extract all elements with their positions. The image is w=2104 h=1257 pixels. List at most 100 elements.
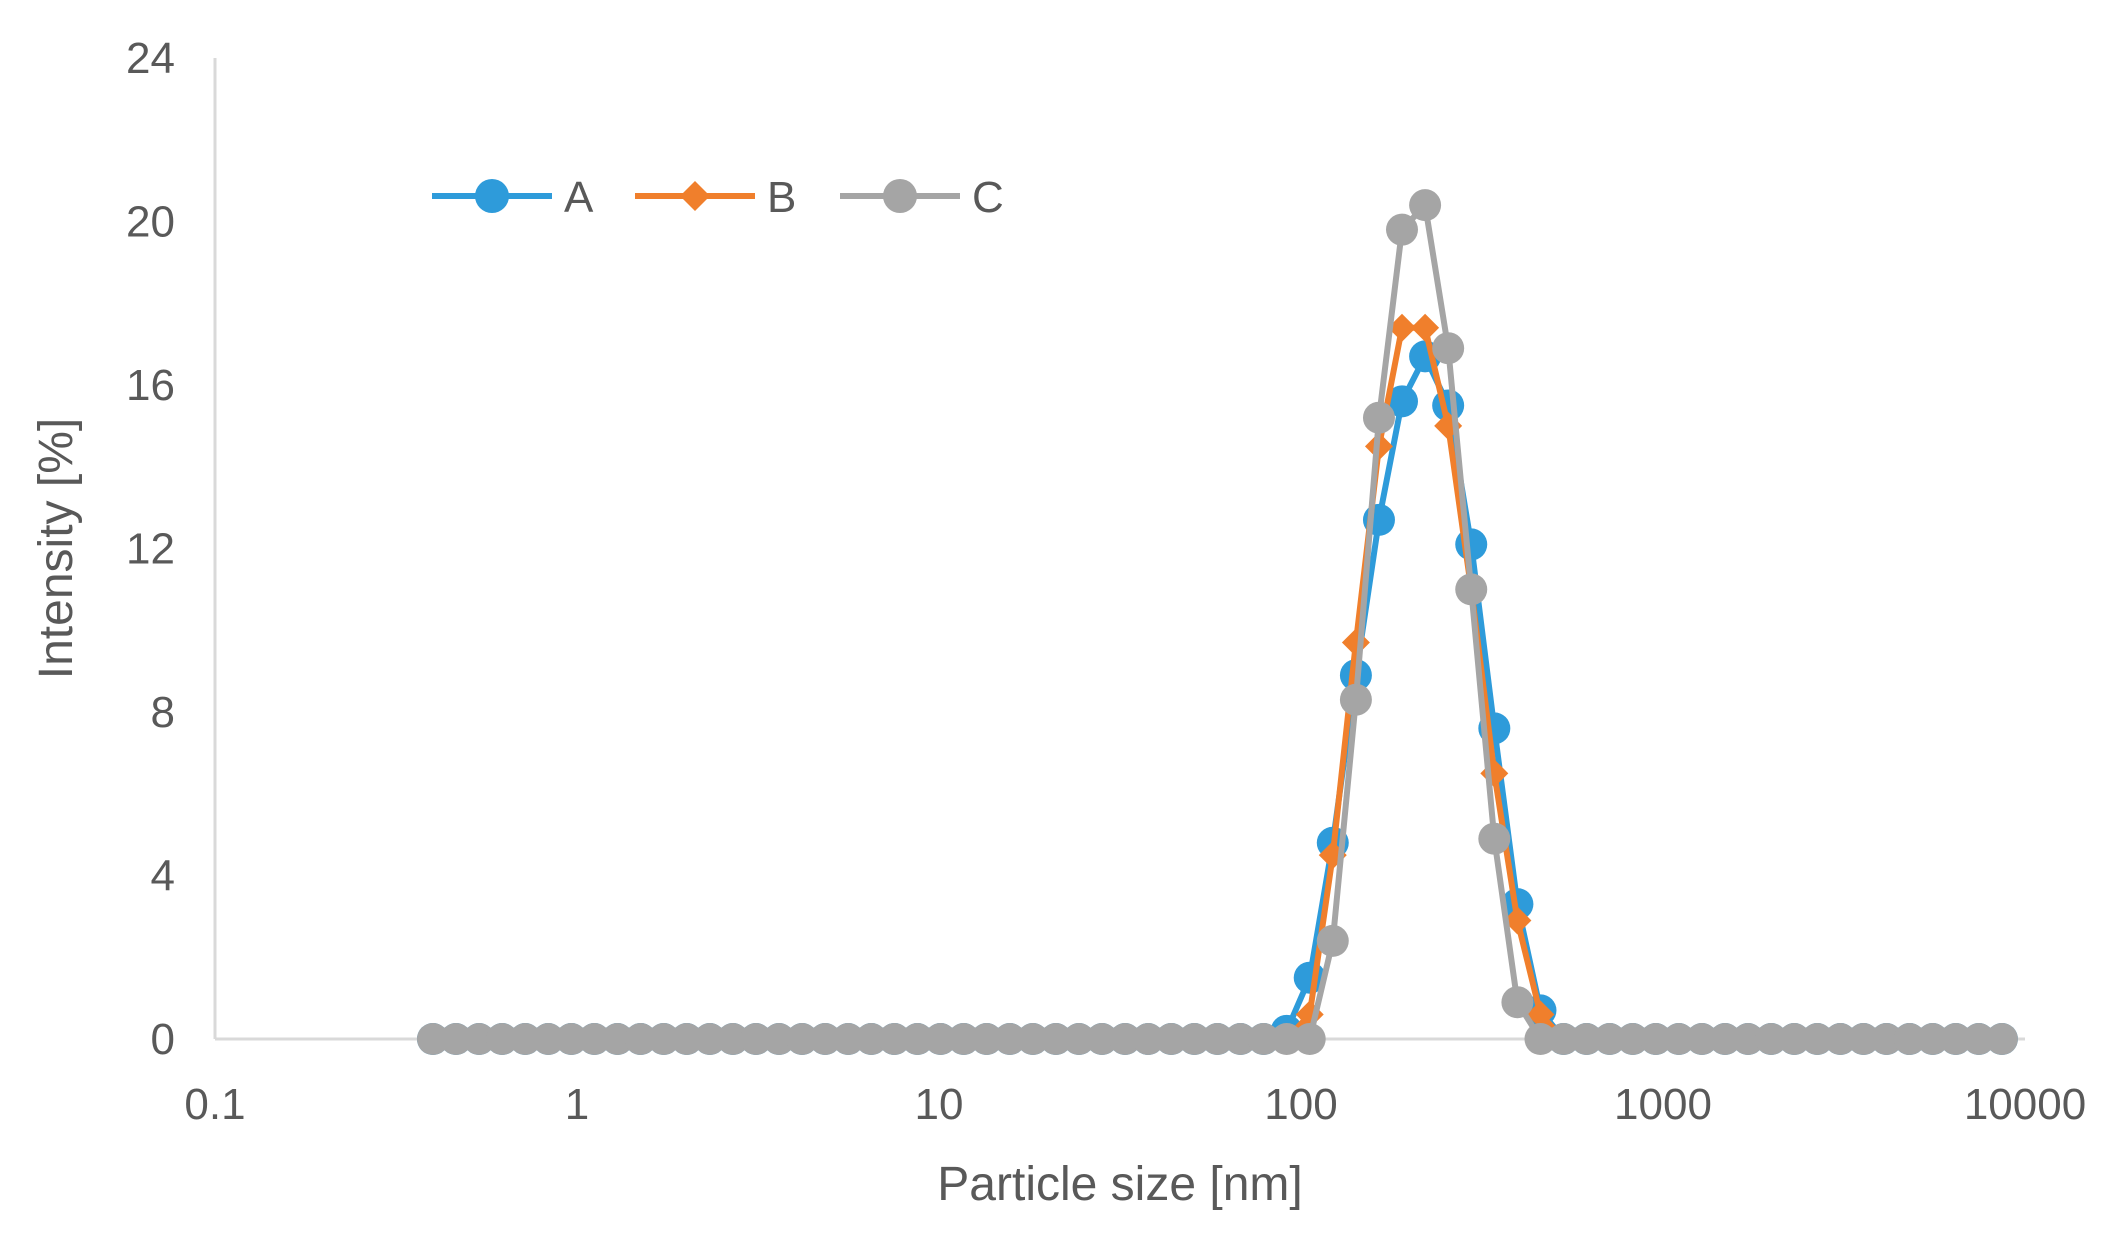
data-point — [1501, 986, 1534, 1019]
data-point — [1155, 1023, 1188, 1055]
data-point — [1411, 313, 1440, 342]
data-point — [832, 1023, 865, 1055]
data-point — [993, 1023, 1026, 1055]
data-point — [1455, 573, 1488, 606]
x-tick-label: 1000 — [1614, 1080, 1712, 1129]
y-tick-labels: 0 4 8 12 16 20 24 — [126, 34, 175, 1064]
data-point — [1755, 1023, 1788, 1055]
data-point — [1201, 1023, 1234, 1055]
legend-marker — [475, 179, 509, 213]
data-point — [1639, 1023, 1672, 1055]
x-tick-label: 10000 — [1964, 1080, 2086, 1129]
legend-item-b: B — [635, 173, 796, 222]
y-tick-label: 20 — [126, 198, 175, 247]
data-point — [1962, 1023, 1995, 1055]
data-point — [947, 1023, 980, 1055]
legend-item-c: C — [840, 173, 1004, 222]
y-tick-label: 8 — [151, 688, 175, 737]
data-point — [1662, 1023, 1695, 1055]
data-point — [1526, 1000, 1555, 1029]
data-point — [1870, 1023, 1903, 1055]
y-tick-label: 16 — [126, 361, 175, 410]
data-point — [1385, 385, 1418, 418]
series-b — [418, 313, 2016, 1053]
data-point — [1385, 213, 1418, 246]
data-point — [901, 1023, 934, 1055]
data-point — [1293, 1023, 1326, 1055]
data-point — [924, 1023, 957, 1055]
data-point — [1387, 313, 1416, 342]
data-point — [647, 1023, 680, 1055]
data-point — [670, 1023, 703, 1055]
y-tick-label: 4 — [151, 852, 175, 901]
x-axis-title: Particle size [nm] — [937, 1158, 1302, 1211]
series-layer — [416, 189, 2018, 1055]
data-point — [970, 1023, 1003, 1055]
data-point — [1916, 1023, 1949, 1055]
data-point — [1016, 1023, 1049, 1055]
data-point — [416, 1023, 449, 1055]
data-point — [1062, 1023, 1095, 1055]
legend: A B C — [432, 173, 1004, 222]
data-point — [1362, 401, 1395, 434]
y-tick-label: 0 — [151, 1015, 175, 1064]
legend-label: B — [767, 173, 796, 222]
data-point — [1478, 822, 1511, 855]
data-point — [1570, 1023, 1603, 1055]
data-point — [1824, 1023, 1857, 1055]
data-point — [1341, 628, 1370, 657]
data-point — [1039, 1023, 1072, 1055]
y-tick-label: 12 — [126, 525, 175, 574]
data-point — [1270, 1023, 1303, 1055]
x-tick-label: 100 — [1264, 1080, 1337, 1129]
data-point — [440, 1023, 473, 1055]
data-point — [739, 1023, 772, 1055]
data-point — [1801, 1023, 1834, 1055]
data-point — [555, 1023, 588, 1055]
data-point — [1339, 683, 1372, 716]
data-point — [532, 1023, 565, 1055]
data-point — [1685, 1023, 1718, 1055]
data-point — [1732, 1023, 1765, 1055]
legend-item-a: A — [432, 173, 594, 222]
data-point — [1086, 1023, 1119, 1055]
data-point — [878, 1023, 911, 1055]
data-point — [1432, 332, 1465, 365]
series-b-line — [432, 324, 2002, 1042]
data-point — [1778, 1023, 1811, 1055]
data-point — [624, 1023, 657, 1055]
data-point — [786, 1023, 819, 1055]
data-point — [1503, 906, 1532, 935]
series-a-line — [432, 353, 2002, 1042]
data-point — [1985, 1023, 2018, 1055]
series-c-line — [432, 202, 2002, 1042]
series-c — [416, 189, 2018, 1055]
data-point — [578, 1023, 611, 1055]
data-point — [1178, 1023, 1211, 1055]
legend-marker — [680, 181, 710, 211]
data-point — [1316, 924, 1349, 957]
x-tick-label: 1 — [565, 1080, 589, 1129]
data-point — [1847, 1023, 1880, 1055]
data-point — [809, 1023, 842, 1055]
data-point — [1547, 1023, 1580, 1055]
data-point — [763, 1023, 796, 1055]
data-point — [716, 1023, 749, 1055]
data-point — [693, 1023, 726, 1055]
data-point — [1939, 1023, 1972, 1055]
data-point — [1132, 1023, 1165, 1055]
data-point — [509, 1023, 542, 1055]
y-axis-title: Intensity [%] — [30, 418, 83, 679]
series-a — [416, 340, 2018, 1055]
data-point — [1616, 1023, 1649, 1055]
legend-label: A — [564, 173, 594, 222]
data-point — [1524, 1023, 1557, 1055]
data-point — [1893, 1023, 1926, 1055]
x-tick-labels: 0.1 1 10 100 1000 10000 — [184, 1080, 2086, 1129]
y-tick-label: 24 — [126, 34, 175, 83]
legend-label: C — [972, 173, 1004, 222]
data-point — [1109, 1023, 1142, 1055]
x-tick-label: 0.1 — [184, 1080, 245, 1129]
